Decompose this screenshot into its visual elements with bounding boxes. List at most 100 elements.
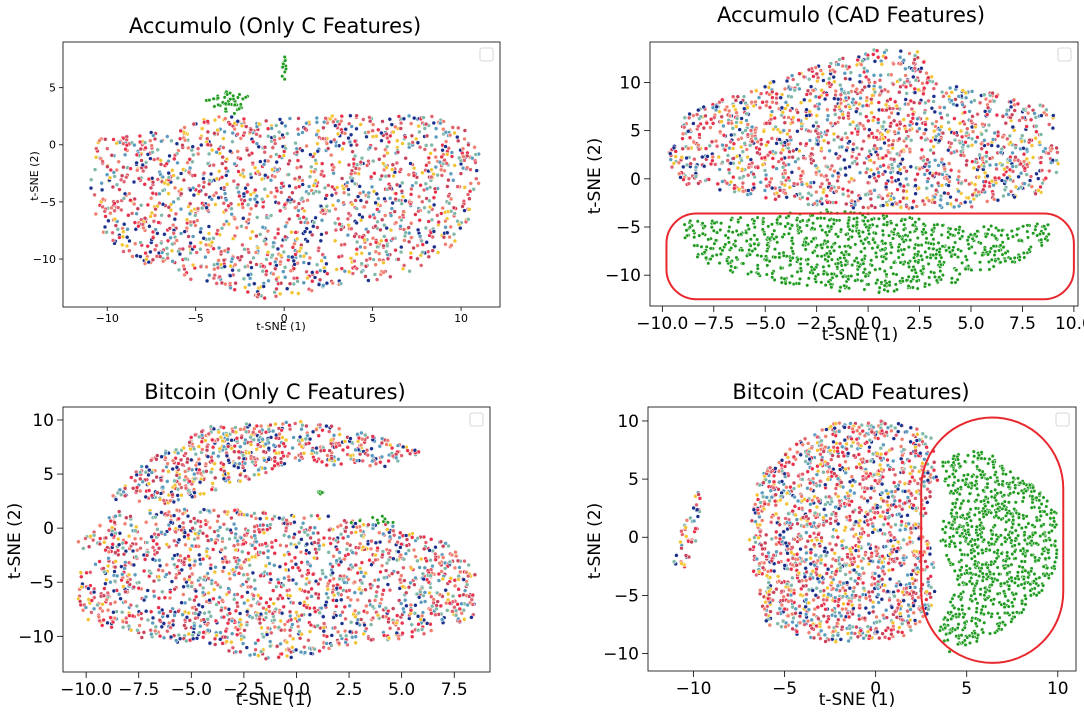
scatter-point (999, 178, 1005, 183)
scatter-point (1039, 113, 1044, 118)
scatter-point (990, 90, 995, 96)
scatter-point (769, 222, 774, 227)
scatter-point (844, 232, 849, 237)
scatter-point (995, 143, 1001, 149)
scatter-point (1013, 154, 1018, 160)
scatter-point (237, 193, 242, 199)
scatter-point (875, 245, 880, 250)
scatter-point (826, 140, 831, 146)
scatter-point (379, 238, 384, 244)
scatter-point (229, 114, 234, 120)
scatter-point (1004, 111, 1009, 117)
scatter-point (972, 182, 978, 187)
scatter-point (727, 113, 733, 119)
scatter-point (1027, 137, 1032, 143)
scatter-point (223, 106, 228, 111)
scatter-point (124, 174, 129, 180)
scatter-point (684, 155, 689, 161)
scatter-point (312, 605, 317, 611)
scatter-point (153, 624, 159, 630)
scatter-point (256, 144, 261, 150)
scatter-point (195, 146, 201, 151)
scatter-point (938, 193, 944, 199)
scatter-point (283, 123, 288, 129)
scatter-point (934, 278, 939, 283)
scatter-point (790, 255, 795, 260)
scatter-point (155, 231, 160, 236)
scatter-point (821, 189, 826, 195)
panel-accumulo-cad: Accumulo (CAD Features) −10.0 −7.5 −5.0 −2.… (585, 3, 1084, 345)
scatter-point (801, 74, 807, 80)
scatter-point (865, 68, 870, 74)
scatter-point (172, 216, 178, 222)
scatter-point (783, 100, 789, 105)
scatter-point (326, 514, 331, 519)
scatter-point (719, 119, 724, 124)
scatter-point (136, 580, 142, 585)
scatter-point (701, 163, 707, 169)
scatter-point (729, 264, 734, 269)
scatter-point (710, 121, 716, 126)
scatter-point (994, 225, 999, 231)
scatter-point (880, 124, 886, 129)
scatter-point (777, 255, 782, 260)
scatter-point (443, 144, 448, 149)
scatter-point (719, 221, 724, 226)
scatter-point (1005, 136, 1010, 142)
scatter-point (899, 149, 904, 154)
scatter-point (955, 277, 960, 282)
scatter-point (221, 185, 227, 190)
scatter-point (855, 272, 860, 277)
scatter-point (399, 217, 404, 223)
scatter-point (386, 173, 392, 179)
scatter-point (882, 287, 887, 292)
scatter-point (165, 238, 171, 244)
scatter-point (150, 235, 156, 240)
scatter-point (778, 266, 784, 271)
scatter-point (822, 155, 827, 161)
scatter-point (175, 175, 181, 181)
scatter-point (788, 108, 793, 113)
scatter-point (408, 121, 414, 126)
scatter-point (750, 139, 755, 144)
scatter-point (428, 151, 433, 156)
scatter-point (772, 277, 777, 282)
scatter-point (882, 50, 887, 55)
scatter-point (1003, 120, 1009, 126)
scatter-point (227, 121, 233, 127)
scatter-point (763, 176, 769, 182)
scatter-point (171, 173, 176, 178)
scatter-point (958, 152, 964, 158)
scatter-point (105, 164, 110, 169)
scatter-point (858, 95, 863, 101)
scatter-point (773, 255, 778, 260)
scatter-point (717, 261, 722, 266)
scatter-point (226, 571, 232, 576)
scatter-point (158, 158, 163, 163)
scatter-point (712, 241, 717, 246)
scatter-point (860, 58, 865, 64)
x-tick-label: 10.0 (1055, 314, 1084, 334)
scatter-point (241, 116, 247, 122)
scatter-point (364, 603, 369, 609)
scatter-point (296, 208, 301, 213)
scatter-point (268, 643, 273, 649)
scatter-point (224, 156, 230, 162)
scatter-point (221, 522, 227, 527)
x-tick-label: −5 (188, 312, 204, 325)
scatter-point (122, 152, 128, 158)
scatter-point (297, 529, 302, 535)
scatter-point (203, 254, 208, 260)
scatter-point (894, 223, 899, 228)
scatter-point (937, 105, 943, 110)
scatter-point (928, 241, 934, 246)
scatter-point (195, 206, 201, 211)
scatter-point (238, 156, 243, 162)
scatter-point (781, 160, 786, 166)
scatter-point (826, 254, 831, 259)
scatter-point (956, 230, 961, 236)
scatter-point (1043, 236, 1048, 241)
scatter-point (1010, 259, 1015, 264)
scatter-point (200, 585, 206, 591)
scatter-point (398, 167, 404, 172)
